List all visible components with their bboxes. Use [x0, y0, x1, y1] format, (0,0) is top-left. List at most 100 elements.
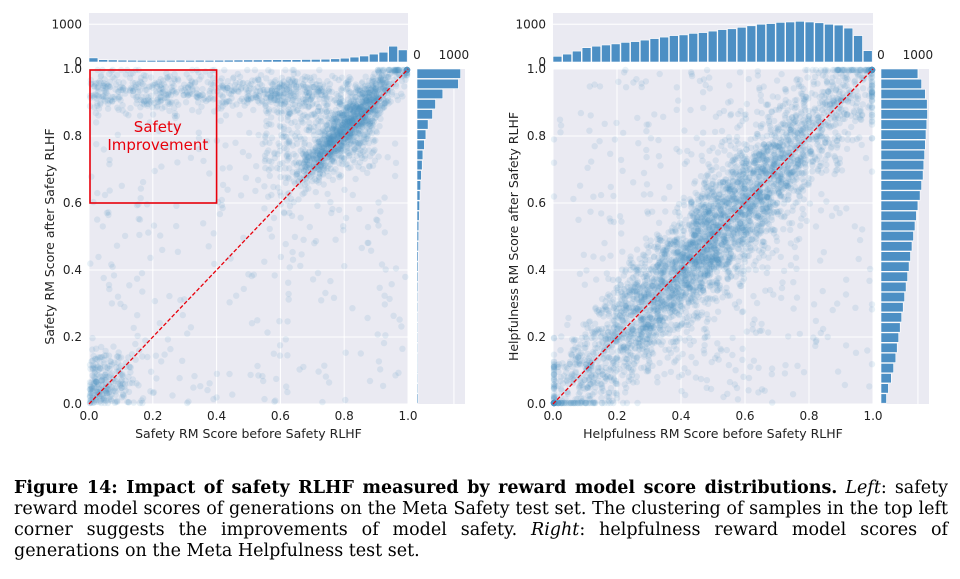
- scatter-point: [171, 110, 179, 117]
- right-hist-bar: [416, 129, 427, 140]
- scatter-point: [341, 186, 348, 193]
- scatter-point: [115, 78, 123, 86]
- scatter-point: [362, 94, 369, 102]
- scatter-point: [172, 90, 179, 97]
- scatter-point: [683, 158, 691, 165]
- scatter-point: [271, 272, 278, 279]
- scatter-point: [184, 92, 191, 99]
- scatter-point: [129, 376, 137, 383]
- scatter-point: [339, 142, 347, 150]
- top-hist-bar: [301, 59, 311, 63]
- scatter-point: [236, 73, 244, 81]
- scatter-point: [319, 126, 327, 133]
- scatter-point: [312, 188, 319, 196]
- scatter-point: [774, 94, 781, 101]
- scatter-point: [344, 150, 351, 157]
- scatter-point: [309, 111, 316, 118]
- scatter-point: [87, 397, 95, 404]
- scatter-point: [281, 89, 288, 97]
- top-hist-bar: [233, 59, 244, 63]
- scatter-point: [301, 141, 308, 148]
- scatter-point: [108, 361, 116, 368]
- scatter-point: [177, 296, 184, 304]
- scatter-point: [316, 140, 324, 147]
- scatter-point: [282, 336, 289, 343]
- scatter-point: [655, 219, 663, 226]
- scatter-point: [271, 398, 278, 405]
- scatter-point: [327, 161, 334, 168]
- x-tick-label: 0.0: [79, 409, 98, 423]
- scatter-point: [121, 381, 129, 388]
- scatter-point: [576, 182, 584, 189]
- scatter-point: [315, 176, 323, 184]
- scatter-point: [355, 163, 362, 170]
- scatter-point: [309, 79, 316, 86]
- scatter-point: [823, 161, 830, 169]
- scatter-point: [324, 115, 331, 122]
- scatter-point: [390, 312, 397, 319]
- scatter-point: [318, 155, 325, 162]
- scatter-point: [289, 256, 297, 263]
- scatter-point: [298, 251, 305, 258]
- right-hist-bar: [416, 302, 419, 313]
- scatter-point: [398, 77, 406, 85]
- scatter-point: [366, 113, 374, 120]
- right-hist-bar: [416, 210, 420, 221]
- scatter-point: [376, 66, 383, 74]
- scatter-point: [323, 102, 331, 110]
- scatter-point: [623, 399, 631, 407]
- scatter-point: [366, 91, 374, 99]
- scatter-point: [321, 136, 329, 143]
- scatter-point: [340, 134, 348, 142]
- scatter-point: [89, 346, 96, 353]
- scatter-point: [382, 99, 389, 107]
- scatter-point: [349, 117, 356, 124]
- scatter-point: [115, 94, 122, 101]
- scatter-point: [95, 381, 103, 389]
- scatter-point: [344, 111, 351, 119]
- scatter-point: [396, 316, 403, 323]
- scatter-point: [151, 297, 159, 305]
- right-hist-bar: [416, 139, 425, 150]
- scatter-point: [787, 226, 794, 234]
- scatter-point: [315, 128, 322, 135]
- scatter-point: [166, 107, 173, 115]
- scatter-point: [655, 153, 663, 160]
- scatter-point: [87, 260, 94, 267]
- scatter-point: [630, 79, 637, 86]
- scatter-point: [195, 129, 202, 136]
- scatter-point: [372, 137, 379, 144]
- scatter-point: [856, 236, 864, 244]
- scatter-point: [725, 134, 733, 141]
- scatter-point: [291, 233, 299, 241]
- scatter-point: [733, 133, 741, 141]
- scatter-point: [370, 106, 377, 113]
- scatter-point: [129, 85, 136, 92]
- scatter-point: [218, 196, 225, 204]
- scatter-point: [276, 342, 284, 349]
- scatter-point: [275, 92, 282, 99]
- scatter-point: [146, 83, 153, 90]
- scatter-point: [144, 353, 151, 361]
- scatter-point: [296, 102, 303, 109]
- scatter-point: [229, 391, 236, 398]
- scatter-point: [323, 145, 330, 153]
- scatter-point: [145, 229, 152, 236]
- scatter-point: [338, 74, 346, 81]
- scatter-point: [333, 128, 340, 135]
- scatter-point: [246, 129, 253, 137]
- scatter-point: [705, 161, 712, 168]
- scatter-point: [89, 372, 96, 379]
- scatter-point: [351, 137, 358, 144]
- scatter-point: [87, 396, 95, 404]
- scatter-point: [615, 78, 622, 86]
- scatter-point: [125, 373, 132, 381]
- scatter-point: [317, 167, 324, 174]
- scatter-point: [234, 87, 241, 95]
- scatter-point: [213, 394, 220, 401]
- scatter-point: [346, 118, 354, 125]
- scatter-point: [97, 73, 104, 80]
- scatter-point: [290, 66, 297, 74]
- scatter-point: [381, 194, 388, 201]
- scatter-point: [106, 385, 113, 393]
